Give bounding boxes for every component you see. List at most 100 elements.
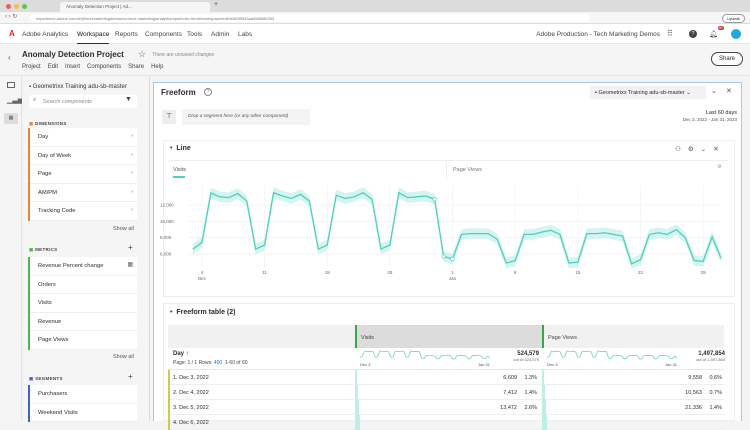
components-icon[interactable]: ▦ bbox=[4, 113, 18, 124]
collapse-chevron-icon[interactable]: ⌄ bbox=[711, 88, 717, 95]
metric-revenue-percent-change[interactable]: Revenue Percent change ▦ bbox=[30, 257, 137, 276]
settings-gear-icon[interactable]: ⚙ bbox=[687, 146, 694, 153]
metric-revenue[interactable]: Revenue bbox=[30, 313, 137, 331]
menu-components[interactable]: Components bbox=[87, 64, 122, 70]
table-summary-row bbox=[168, 348, 724, 370]
table-row[interactable]: 2. Dec 4, 2022 7,412 1.4% 10,563 0.7% bbox=[168, 385, 724, 400]
column-header-page-views[interactable]: Page Views bbox=[542, 325, 724, 348]
back-forward-reload-icons[interactable]: ‹ › ↻ bbox=[5, 14, 18, 20]
page-views-value: 21,336 bbox=[685, 404, 702, 411]
collapse-icon[interactable]: ⌄ bbox=[700, 146, 707, 153]
data-point bbox=[326, 244, 328, 246]
menu-help[interactable]: Help bbox=[151, 64, 164, 70]
data-point bbox=[353, 196, 355, 198]
back-chevron-icon[interactable]: ‹ bbox=[8, 53, 11, 62]
browser-tab[interactable]: Anomaly Detection Project | Ad... bbox=[60, 2, 210, 12]
legend-visits[interactable]: Visits bbox=[173, 167, 186, 178]
table-row[interactable]: 1. Dec 3, 2022 6,609 1.3% 9,558 0.6% bbox=[168, 370, 724, 385]
org-switcher[interactable]: Adobe Production - Tech Marketing Demos bbox=[536, 31, 660, 38]
dimension-day-of-week[interactable]: Day of Week › bbox=[30, 147, 137, 165]
tab-title: Anomaly Detection Project | Ad... bbox=[66, 4, 132, 9]
segment-drop-zone[interactable]: Drop a segment here (or any other compon… bbox=[182, 109, 310, 125]
date-range[interactable]: Last 60 days Dec 3, 2022 - Jan 31, 2023 bbox=[682, 110, 737, 122]
segment-weekend-visits[interactable]: Weekend Visits bbox=[30, 404, 137, 422]
apps-grid-icon[interactable]: ⠿ bbox=[667, 29, 673, 38]
dimension-page[interactable]: Page › bbox=[30, 165, 137, 184]
metric-visits[interactable]: Visits bbox=[30, 294, 137, 313]
nav-reports[interactable]: Reports bbox=[115, 31, 138, 38]
data-point bbox=[192, 248, 194, 250]
close-window-icon[interactable] bbox=[6, 3, 11, 9]
metric-orders[interactable]: Orders bbox=[30, 276, 137, 294]
metrics-show-all[interactable]: Show all bbox=[113, 354, 134, 360]
help-icon[interactable]: ? bbox=[689, 30, 697, 38]
data-point bbox=[648, 233, 650, 235]
close-viz-icon[interactable]: ✕ bbox=[713, 146, 719, 153]
project-title[interactable]: Anomaly Detection Project bbox=[22, 50, 124, 59]
x-tick-label: 22 bbox=[638, 270, 644, 275]
nav-tools[interactable]: Tools bbox=[187, 31, 203, 38]
segment-purchasers[interactable]: Purchasers bbox=[30, 385, 137, 404]
visualizations-icon[interactable]: ▁▃▅ bbox=[7, 97, 24, 104]
page-views-total: 1,497,854 out of 1,497,854 bbox=[696, 351, 725, 362]
share-button[interactable]: Share bbox=[711, 52, 744, 66]
nav-components[interactable]: Components bbox=[145, 31, 182, 38]
day-column-header[interactable]: Day ↑ bbox=[173, 351, 189, 357]
dimension-tracking-code[interactable]: Tracking Code › bbox=[30, 202, 137, 221]
minimize-window-icon[interactable] bbox=[14, 3, 19, 9]
dimension-am-pm[interactable]: AM/PM › bbox=[30, 184, 137, 202]
table-row[interactable]: 4. Dec 6, 2022 bbox=[168, 415, 724, 430]
report-suite-dropdown[interactable]: ▪ Geometrixx Training adu-sb-master ⌄ bbox=[590, 86, 706, 99]
app-header bbox=[0, 24, 750, 44]
search-components-input[interactable]: ⌕ Search components bbox=[29, 95, 137, 108]
legend-settings-icon[interactable]: ⚙ bbox=[717, 164, 722, 170]
nav-admin[interactable]: Admin bbox=[211, 31, 230, 38]
nav-workspace[interactable]: Workspace bbox=[77, 31, 110, 44]
x-tick-label: 25 bbox=[387, 270, 393, 275]
close-panel-icon[interactable]: ✕ bbox=[726, 88, 732, 95]
segment-filter-icon[interactable]: ⊤ bbox=[162, 110, 176, 124]
rows-count[interactable]: 400 bbox=[213, 360, 223, 366]
report-suite-selector[interactable]: ▪ Geometrixx Training adu-sb-master bbox=[29, 84, 127, 90]
line-visualization bbox=[163, 140, 735, 297]
info-icon[interactable]: ? bbox=[204, 88, 212, 96]
data-point bbox=[380, 248, 382, 250]
legend-page-views[interactable]: Page Views bbox=[453, 167, 482, 173]
data-point bbox=[631, 263, 633, 265]
filter-icon[interactable]: ▼ bbox=[125, 96, 132, 103]
menu-insert[interactable]: Insert bbox=[65, 64, 81, 70]
data-point bbox=[559, 233, 561, 235]
update-button[interactable]: Update bbox=[722, 13, 745, 23]
page-views-bar bbox=[542, 400, 546, 415]
column-header-visits[interactable]: Visits bbox=[355, 325, 542, 348]
dimension-day[interactable]: Day › bbox=[30, 128, 137, 147]
favorite-star-icon[interactable]: ☆ bbox=[138, 49, 147, 59]
notifications-bell-icon[interactable]: 🔔︎ bbox=[709, 31, 718, 38]
data-point bbox=[568, 262, 570, 264]
table-row[interactable]: 3. Dec 5, 2022 13,472 2.6% 21,336 1.4% bbox=[168, 400, 724, 415]
add-segment-icon[interactable]: + bbox=[128, 372, 133, 381]
user-avatar[interactable] bbox=[731, 29, 741, 39]
data-point bbox=[622, 235, 624, 237]
add-metric-icon[interactable]: + bbox=[128, 243, 133, 252]
page-views-percent: 1.4% bbox=[709, 404, 722, 411]
data-point bbox=[407, 197, 409, 199]
maximize-window-icon[interactable] bbox=[22, 3, 27, 9]
metric-page-views[interactable]: Page Views bbox=[30, 331, 137, 350]
data-point bbox=[711, 236, 713, 238]
menu-project[interactable]: Project bbox=[22, 64, 41, 70]
anomaly-icon[interactable]: ⚇ bbox=[675, 146, 681, 153]
data-point bbox=[586, 233, 588, 235]
data-point bbox=[541, 231, 543, 233]
x-tick-sublabel: Jan bbox=[449, 276, 457, 281]
menu-edit[interactable]: Edit bbox=[47, 64, 59, 70]
dimensions-show-all[interactable]: Show all bbox=[113, 226, 134, 232]
menu-share[interactable]: Share bbox=[128, 64, 145, 70]
data-point bbox=[496, 238, 498, 240]
url-field[interactable]: experience.adobe.com/#/@techmarketingdem… bbox=[30, 14, 590, 22]
panels-icon[interactable] bbox=[7, 82, 15, 88]
nav-labs[interactable]: Labs bbox=[238, 31, 253, 38]
data-point bbox=[595, 233, 597, 235]
new-tab-icon[interactable]: + bbox=[214, 1, 219, 8]
